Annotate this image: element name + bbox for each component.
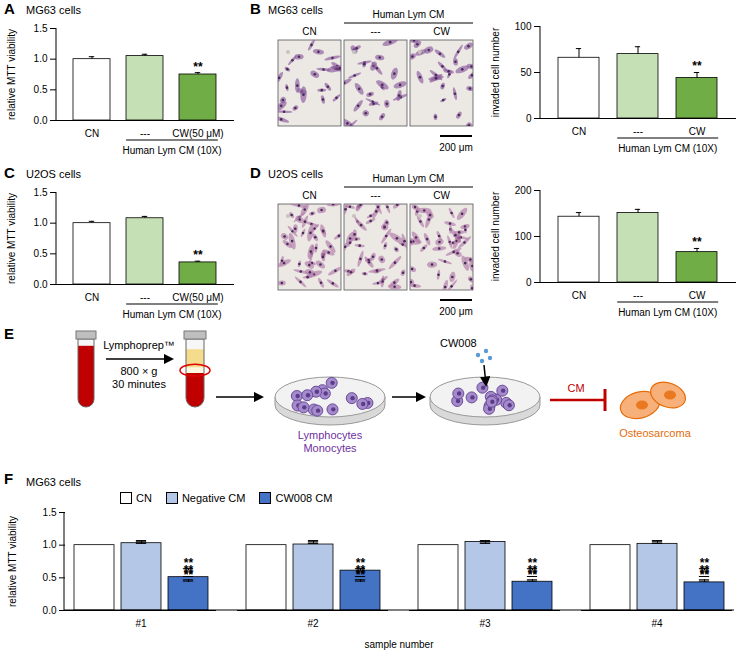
svg-text:CW(50 μM): CW(50 μM) [172,128,223,139]
svg-text:relative MTT viability: relative MTT viability [6,29,17,120]
svg-text:**: ** [692,59,702,73]
svg-text:**: ** [692,235,702,249]
svg-text:1.5: 1.5 [43,507,57,518]
svg-text:#1: #1 [135,618,147,629]
svg-text:Lymphocytes: Lymphocytes [298,429,363,441]
svg-text:CN: CN [85,128,99,139]
svg-text:---: --- [371,190,381,201]
svg-text:Human Lym CM (10X): Human Lym CM (10X) [122,309,221,320]
svg-text:**: ** [528,568,538,582]
svg-text:CN: CN [85,292,99,303]
svg-text:**: ** [700,568,710,582]
svg-text:800 × g: 800 × g [120,365,157,377]
svg-text:Human Lym CM (10X): Human Lym CM (10X) [618,307,717,318]
svg-text:CW: CW [689,126,706,137]
svg-text:---: --- [140,128,150,139]
svg-text:0: 0 [526,113,532,124]
svg-text:CM: CM [567,382,584,394]
html-text:B: B [250,0,261,17]
svg-text:**: ** [184,568,194,582]
svg-text:100: 100 [515,231,532,242]
svg-text:50: 50 [520,67,532,78]
svg-text:CW008: CW008 [440,337,477,349]
svg-text:CN: CN [572,126,586,137]
svg-text:100: 100 [515,21,532,32]
html-text:CN: CN [136,492,152,504]
svg-text:CN: CN [302,190,316,201]
html-text:U2OS cells: U2OS cells [26,168,81,180]
svg-text:invaded cell number: invaded cell number [490,191,501,281]
svg-text:sample number: sample number [365,639,435,650]
svg-text:0: 0 [526,277,532,288]
svg-text:invaded cell number: invaded cell number [490,27,501,117]
svg-text:#4: #4 [651,618,663,629]
svg-text:---: --- [371,26,381,37]
svg-text:0.0: 0.0 [34,279,48,290]
svg-text:relative MTT viability: relative MTT viability [7,516,18,607]
svg-text:1.0: 1.0 [34,53,48,64]
svg-text:200 μm: 200 μm [439,306,473,317]
svg-text:CW(50 μM): CW(50 μM) [172,292,223,303]
svg-text:**: ** [193,248,203,262]
html-text:MG63 cells: MG63 cells [268,4,323,16]
html-text:Negative CM: Negative CM [181,492,246,504]
svg-text:Human Lym CM (10X): Human Lym CM (10X) [122,145,221,156]
svg-text:#2: #2 [307,618,319,629]
svg-text:0.0: 0.0 [34,115,48,126]
html-text:MG63 cells: MG63 cells [26,476,81,488]
svg-text:relative MTT viability: relative MTT viability [6,193,17,284]
svg-text:1.5: 1.5 [34,187,48,198]
svg-text:CW: CW [433,190,450,201]
svg-text:Human Lym CM: Human Lym CM [373,173,445,184]
svg-text:---: --- [140,292,150,303]
svg-text:1.0: 1.0 [43,539,57,550]
svg-text:0.5: 0.5 [34,248,48,259]
svg-text:#3: #3 [479,618,491,629]
svg-text:---: --- [633,126,643,137]
svg-text:CW: CW [689,290,706,301]
svg-text:**: ** [193,60,203,74]
html-text:MG63 cells: MG63 cells [26,4,81,16]
svg-text:0.5: 0.5 [34,84,48,95]
html-text:D: D [250,164,261,181]
svg-text:0.0: 0.0 [43,605,57,616]
html-text:E: E [4,325,14,342]
html-text:F: F [4,470,14,487]
svg-text:1.5: 1.5 [34,23,48,34]
svg-text:---: --- [633,290,643,301]
svg-text:Human Lym CM: Human Lym CM [373,9,445,20]
svg-text:**: ** [356,568,366,582]
svg-text:CW: CW [433,26,450,37]
svg-text:200 μm: 200 μm [439,142,473,153]
svg-text:Monocytes: Monocytes [303,442,357,454]
svg-text:CN: CN [572,290,586,301]
svg-text:CN: CN [302,26,316,37]
svg-text:Lymphoprep™: Lymphoprep™ [103,339,175,351]
html-text:CW008 CM: CW008 CM [275,492,333,504]
svg-text:0.5: 0.5 [43,572,57,583]
html-text:A: A [4,0,15,17]
html-text:C: C [4,164,15,181]
svg-text:200: 200 [515,185,532,196]
svg-text:Osteosarcoma: Osteosarcoma [619,427,691,439]
svg-text:30 minutes: 30 minutes [112,378,166,390]
html-text:U2OS cells: U2OS cells [268,168,323,180]
svg-text:1.0: 1.0 [34,217,48,228]
svg-text:Human Lym CM (10X): Human Lym CM (10X) [618,143,717,154]
